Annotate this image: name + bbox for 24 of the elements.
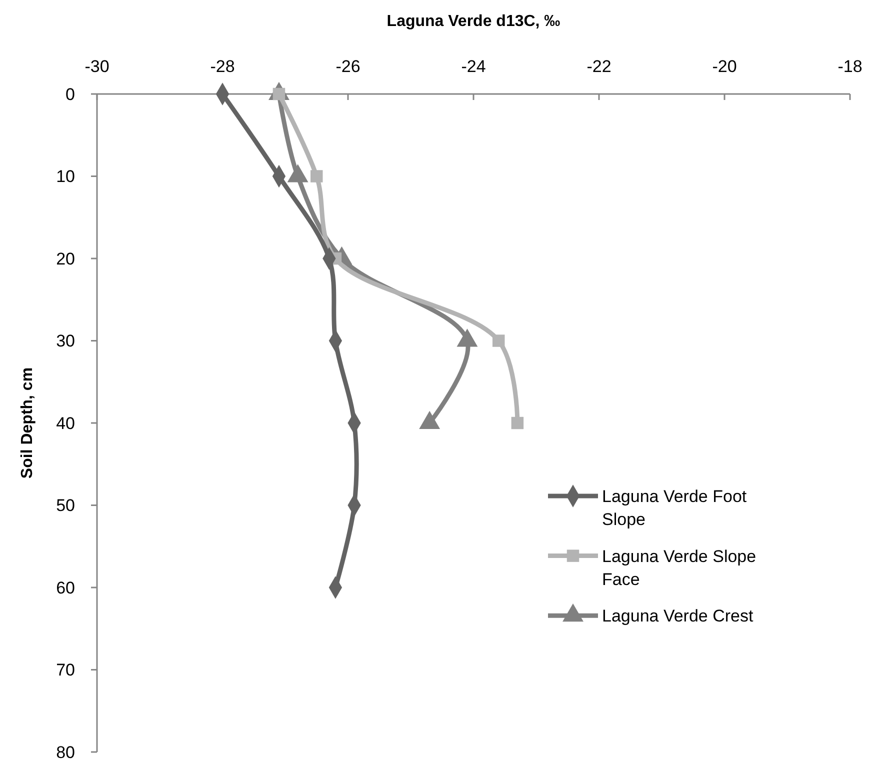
x-axis-title: Laguna Verde d13C, ‰: [386, 13, 560, 30]
point: [492, 334, 505, 347]
y-tick-label: 60: [56, 578, 75, 598]
y-tick-label: 40: [56, 414, 75, 433]
legend-label: Laguna Verde Foot Slope: [602, 486, 747, 529]
y-tick-label: 10: [56, 167, 75, 186]
x-tick-label: -24: [461, 57, 486, 76]
legend-label: Laguna Verde Slope Face: [602, 546, 756, 589]
x-tick-label: -20: [712, 57, 737, 76]
y-tick-label: 70: [56, 660, 75, 680]
y-tick-label: 0: [66, 84, 75, 104]
x-tick-label: -26: [336, 57, 360, 76]
x-tick-label: -30: [84, 57, 110, 76]
y-tick-label: 20: [56, 249, 75, 268]
y-axis-title: Soil Depth, cm: [19, 367, 36, 479]
point: [310, 170, 323, 182]
legend-label: Laguna Verde Crest: [602, 606, 754, 626]
x-tick-label: -18: [838, 57, 862, 76]
y-tick-label: 30: [56, 332, 75, 351]
x-tick-label: -22: [586, 57, 612, 76]
point: [511, 416, 524, 430]
x-tick-label: -28: [210, 57, 235, 76]
y-tick-label: 50: [56, 496, 75, 516]
y-tick-label: 80: [56, 742, 75, 762]
